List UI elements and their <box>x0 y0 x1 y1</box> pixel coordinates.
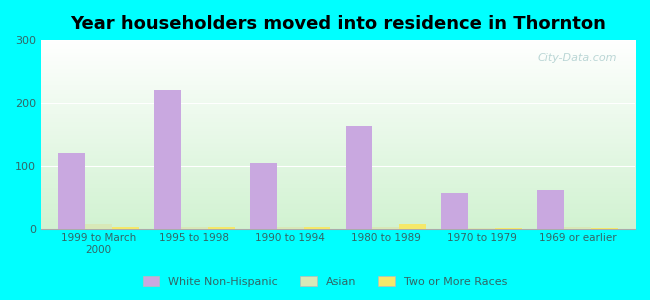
Bar <box>441 193 468 229</box>
Bar <box>538 190 564 229</box>
Bar <box>58 153 85 229</box>
Bar <box>181 227 208 229</box>
Bar <box>85 224 112 229</box>
Bar <box>591 228 618 229</box>
Bar <box>346 126 372 229</box>
Bar <box>399 224 426 229</box>
Bar <box>154 90 181 229</box>
Text: City-Data.com: City-Data.com <box>538 53 618 63</box>
Title: Year householders moved into residence in Thornton: Year householders moved into residence i… <box>70 15 606 33</box>
Bar <box>495 228 522 229</box>
Bar <box>304 227 330 229</box>
Bar <box>208 227 235 229</box>
Bar <box>112 227 138 229</box>
Bar <box>564 227 591 229</box>
Legend: White Non-Hispanic, Asian, Two or More Races: White Non-Hispanic, Asian, Two or More R… <box>138 272 512 291</box>
Bar <box>277 227 304 229</box>
Bar <box>250 163 277 229</box>
Bar <box>372 227 399 229</box>
Bar <box>468 228 495 229</box>
